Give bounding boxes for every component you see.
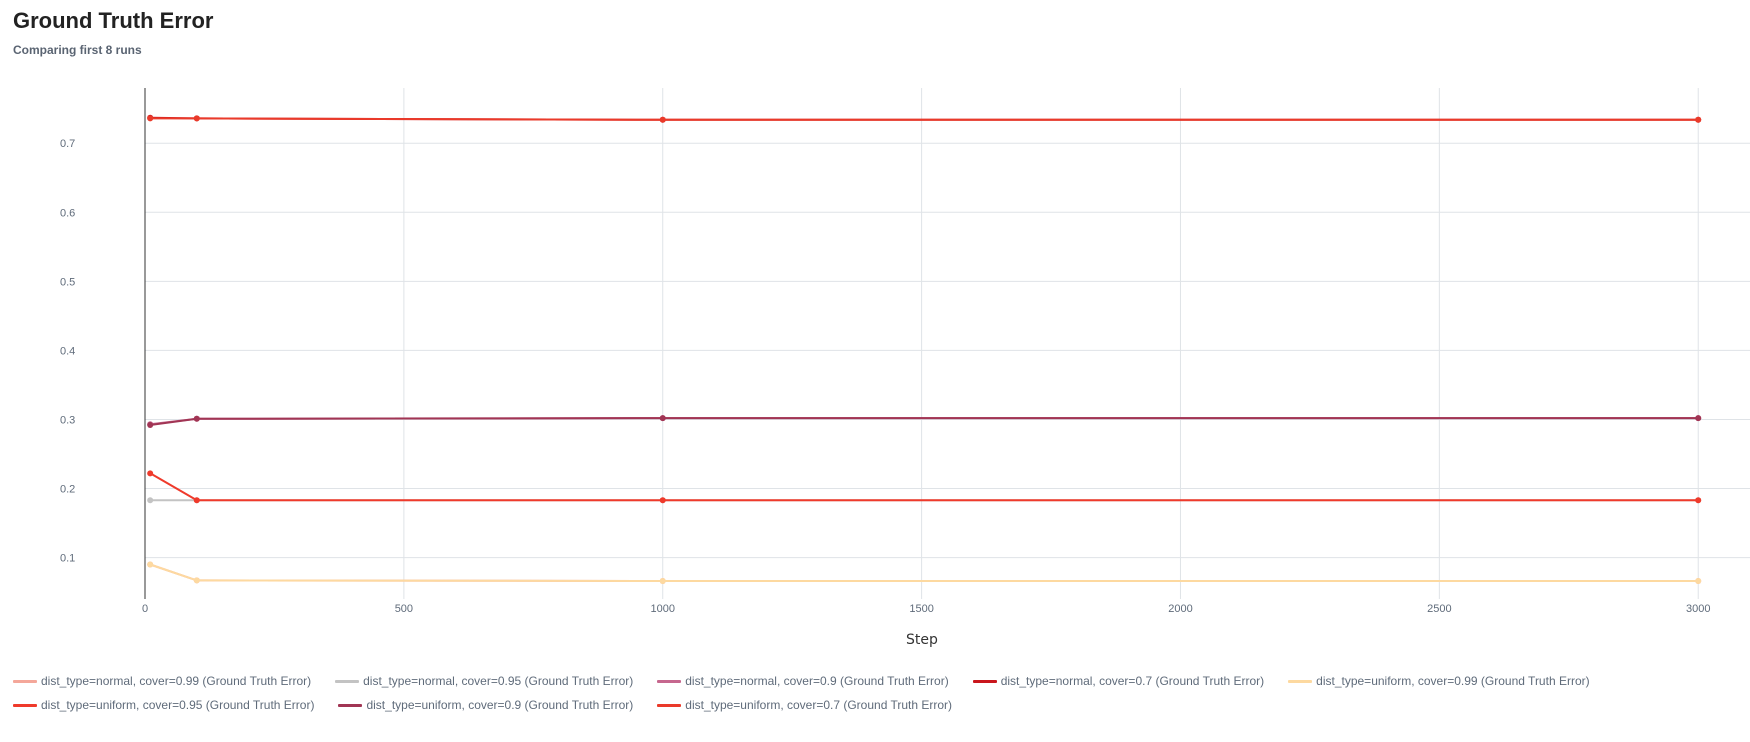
y-tick-label: 0.6: [60, 207, 75, 219]
y-tick-label: 0.4: [60, 345, 75, 357]
data-point: [659, 497, 666, 504]
series-line: [149, 563, 1699, 582]
y-tick-label: 0.3: [60, 414, 75, 426]
chart-title: Ground Truth Error: [13, 8, 214, 33]
legend-item[interactable]: dist_type=uniform, cover=0.95 (Ground Tr…: [13, 693, 314, 717]
y-tick-label: 0.1: [60, 553, 75, 565]
data-point: [147, 561, 154, 568]
legend-item[interactable]: dist_type=normal, cover=0.7 (Ground Trut…: [972, 669, 1265, 693]
legend-item[interactable]: dist_type=uniform, cover=0.9 (Ground Tru…: [338, 693, 633, 717]
series-line: [149, 472, 1699, 502]
data-point: [659, 415, 666, 422]
legend-swatch: [1288, 679, 1313, 683]
x-tick-label: 1500: [909, 603, 933, 615]
x-tick-label: 2500: [1427, 603, 1451, 615]
legend-label: dist_type=normal, cover=0.7 (Ground Trut…: [1000, 674, 1265, 688]
data-point: [147, 470, 154, 477]
data-point: [193, 415, 200, 422]
series-3: [147, 415, 1702, 428]
legend-item[interactable]: dist_type=normal, cover=0.9 (Ground Trut…: [657, 669, 949, 693]
data-point: [1695, 497, 1702, 504]
series-8: [147, 115, 1702, 123]
legend-item[interactable]: dist_type=normal, cover=0.95 (Ground Tru…: [335, 669, 633, 693]
legend-swatch: [338, 703, 363, 707]
legend-swatch: [972, 679, 997, 683]
x-tick-label: 1000: [650, 603, 674, 615]
legend-item[interactable]: dist_type=uniform, cover=0.7 (Ground Tru…: [657, 693, 952, 717]
y-tick-label: 0.7: [60, 138, 75, 150]
legend-swatch: [657, 679, 682, 683]
data-point: [147, 421, 154, 428]
data-point: [193, 115, 200, 122]
legend-label: dist_type=uniform, cover=0.95 (Ground Tr…: [41, 698, 315, 712]
data-point: [1695, 415, 1702, 422]
legend-swatch: [13, 679, 37, 683]
legend-item[interactable]: dist_type=uniform, cover=0.99 (Ground Tr…: [1288, 669, 1590, 693]
legend-label: dist_type=normal, cover=0.99 (Ground Tru…: [41, 674, 312, 688]
series-line: [150, 117, 1699, 121]
data-point: [659, 116, 666, 123]
y-tick-label: 0.5: [60, 276, 75, 288]
legend-label: dist_type=normal, cover=0.9 (Ground Trut…: [685, 674, 949, 688]
chart-subtitle: Comparing first 8 runs: [13, 43, 142, 57]
data-point: [1695, 116, 1702, 123]
series-layer: [147, 114, 1702, 585]
grid-lines: [145, 88, 1750, 599]
x-tick-label: 3000: [1686, 603, 1710, 615]
series-line: [150, 417, 1699, 426]
series-6: [147, 470, 1702, 504]
legend-label: dist_type=normal, cover=0.95 (Ground Tru…: [363, 674, 634, 688]
legend-swatch: [13, 703, 37, 707]
legend-swatch: [657, 703, 682, 707]
axis-ticks: 0 500 1000 1500 2000 2500 3000 0.1 0.2 0.3 0.4 0.5 0…: [60, 138, 1710, 615]
y-tick-label: 0.2: [60, 484, 75, 496]
legend-label: dist_type=uniform, cover=0.7 (Ground Tru…: [685, 698, 953, 712]
x-tick-label: 500: [395, 603, 413, 615]
legend-swatch: [335, 679, 360, 683]
legend-label: dist_type=uniform, cover=0.9 (Ground Tru…: [366, 698, 634, 712]
data-point: [147, 497, 154, 504]
data-point: [659, 578, 666, 585]
series-7: [147, 415, 1702, 428]
data-point: [193, 577, 200, 584]
line-chart[interactable]: 0 500 1000 1500 2000 2500 3000 0.1 0.2 0.3 0.4 0.5 0…: [0, 0, 1750, 665]
data-point: [193, 497, 200, 504]
data-point: [1695, 578, 1702, 585]
x-axis-label: Step: [906, 632, 938, 648]
x-tick-label: 0: [142, 603, 148, 615]
series-5: [147, 561, 1702, 585]
data-point: [147, 115, 154, 122]
legend-item[interactable]: dist_type=normal, cover=0.99 (Ground Tru…: [13, 669, 311, 693]
legend: dist_type=normal, cover=0.99 (Ground Tru…: [13, 669, 1733, 717]
series-line: [149, 563, 1699, 582]
x-tick-label: 2000: [1168, 603, 1192, 615]
legend-label: dist_type=uniform, cover=0.99 (Ground Tr…: [1316, 674, 1590, 688]
